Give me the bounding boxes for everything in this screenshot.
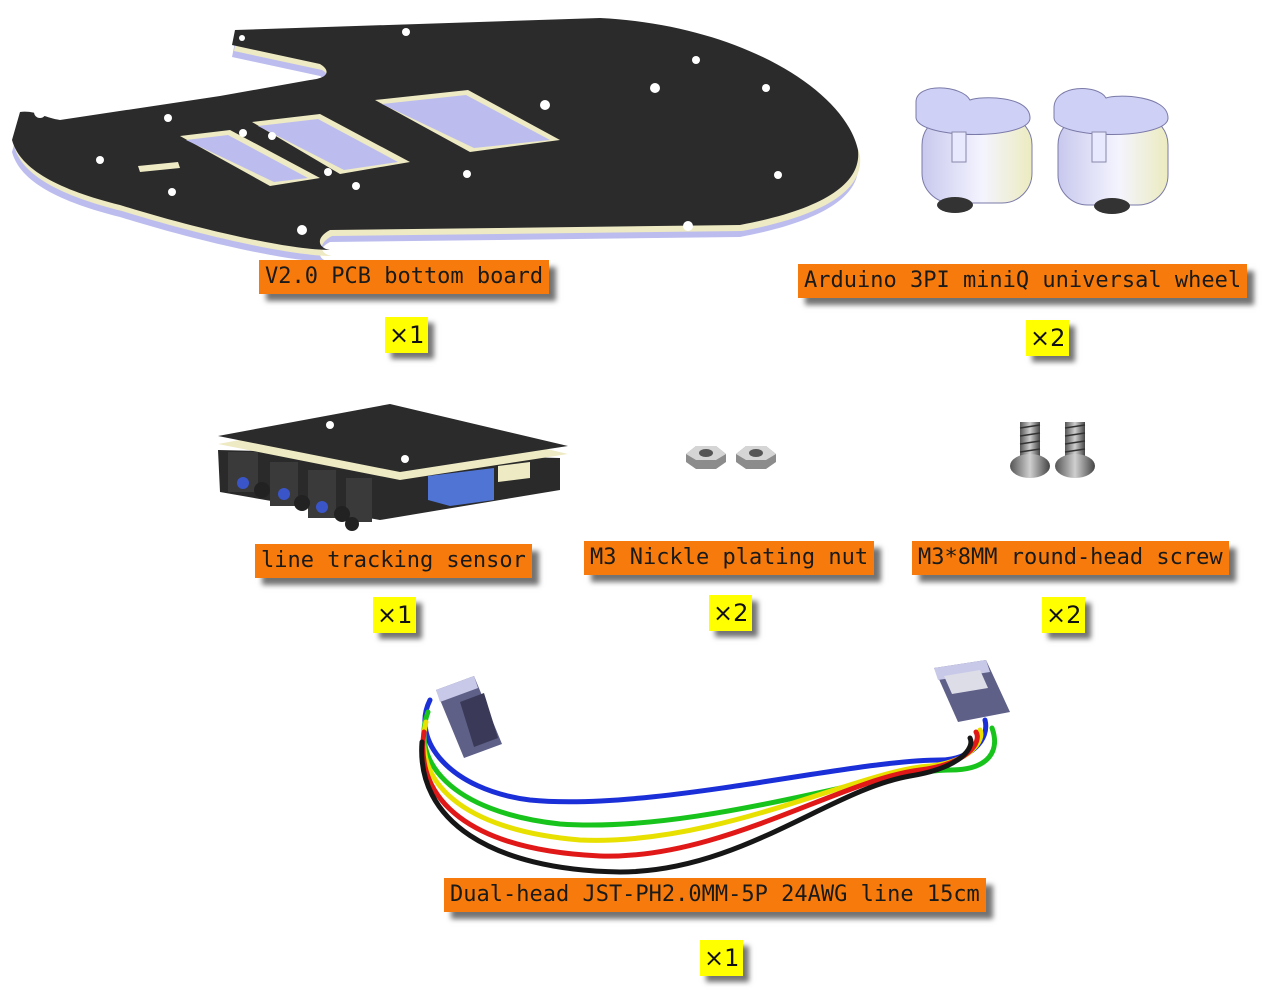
pcb-bottom-board-icon: [12, 18, 861, 262]
part-label-universal-wheel: Arduino 3PI miniQ universal wheel: [798, 264, 1248, 298]
part-label-nickle-plating-nut: M3 Nickle plating nut: [584, 541, 875, 575]
quantity-badge-round-head-screw: ×2: [1042, 597, 1086, 633]
jst-cable-icon: [419, 660, 1010, 875]
universal-wheel-icon: [915, 87, 1169, 214]
line-tracking-sensor-icon: [218, 404, 568, 531]
part-label-pcb-bottom-board: V2.0 PCB bottom board: [259, 260, 550, 294]
part-label-round-head-screw: M3*8MM round-head screw: [912, 541, 1229, 575]
quantity-badge-jst-cable: ×1: [700, 940, 744, 976]
quantity-badge-nickle-plating-nut: ×2: [709, 595, 753, 631]
quantity-badge-line-tracking-sensor: ×1: [373, 597, 417, 633]
quantity-badge-universal-wheel: ×2: [1026, 320, 1070, 356]
round-head-screw-icon: [1010, 422, 1095, 478]
nickle-plating-nut-icon: [686, 446, 776, 469]
part-label-line-tracking-sensor: line tracking sensor: [255, 544, 532, 578]
quantity-badge-pcb-bottom-board: ×1: [385, 317, 429, 353]
part-label-jst-cable: Dual-head JST-PH2.0MM-5P 24AWG line 15cm: [444, 878, 986, 912]
